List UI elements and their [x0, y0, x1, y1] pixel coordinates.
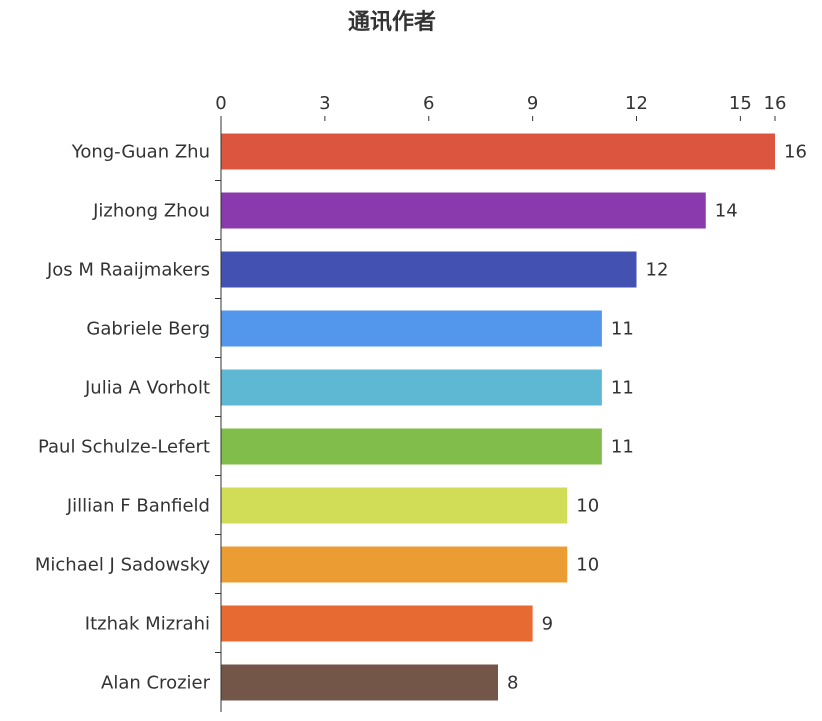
- category-label: Jos M Raaijmakers: [46, 260, 210, 281]
- data-label: 11: [611, 437, 634, 458]
- chart-title: 通讯作者: [347, 10, 436, 35]
- data-label: 16: [784, 142, 807, 163]
- bar[interactable]: [221, 310, 602, 347]
- category-label: Paul Schulze-Lefert: [38, 437, 210, 458]
- bar[interactable]: [221, 369, 602, 406]
- data-label: 8: [507, 673, 518, 694]
- data-label: 11: [611, 378, 634, 399]
- x-axis: 0 3 6 9 12 15 16: [215, 93, 786, 712]
- bar[interactable]: [221, 428, 602, 465]
- data-label: 12: [646, 260, 669, 281]
- category-label: Alan Crozier: [101, 673, 211, 694]
- x-tick-label: 16: [764, 93, 787, 114]
- category-label: Itzhak Mizrahi: [85, 614, 210, 635]
- bar[interactable]: [221, 546, 568, 583]
- x-tick-label: 0: [215, 93, 226, 114]
- bar[interactable]: [221, 251, 637, 288]
- data-label: 10: [576, 496, 599, 517]
- data-label: 10: [576, 555, 599, 576]
- bar[interactable]: [221, 133, 776, 170]
- bar[interactable]: [221, 192, 706, 229]
- category-label: Jizhong Zhou: [92, 201, 210, 222]
- category-labels: Yong-Guan Zhu Jizhong Zhou Jos M Raaijmake…: [35, 142, 211, 694]
- x-tick-label: 3: [319, 93, 330, 114]
- x-tick-label: 6: [423, 93, 434, 114]
- category-label: Gabriele Berg: [86, 319, 210, 340]
- data-label: 14: [715, 201, 738, 222]
- bars: 16 14 12 11 11 11 10 10 9 8: [221, 133, 807, 701]
- x-tick-label: 15: [729, 93, 752, 114]
- data-label: 9: [542, 614, 553, 635]
- data-label: 11: [611, 319, 634, 340]
- category-label: Michael J Sadowsky: [35, 555, 210, 576]
- x-tick-label: 12: [625, 93, 648, 114]
- category-label: Julia A Vorholt: [84, 378, 210, 399]
- category-label: Yong-Guan Zhu: [71, 142, 210, 163]
- bar[interactable]: [221, 664, 499, 701]
- category-label: Jillian F Banfield: [66, 496, 210, 517]
- bar[interactable]: [221, 487, 568, 524]
- x-tick-label: 9: [527, 93, 538, 114]
- bar[interactable]: [221, 605, 533, 642]
